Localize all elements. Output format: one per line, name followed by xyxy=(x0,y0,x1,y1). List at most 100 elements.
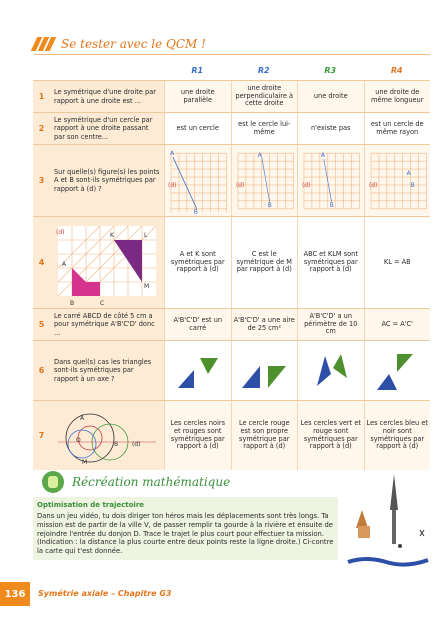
column-headers: R1 R2 R3 R4 xyxy=(33,66,430,80)
label-b: B xyxy=(330,201,334,208)
figure-circles: A O B (d) M xyxy=(58,413,156,466)
chapter-label: Symétrie axiale – Chapitre G3 xyxy=(38,589,172,598)
figure-r4: A (d) B xyxy=(368,152,427,209)
label-b: B xyxy=(267,201,271,208)
game-map-illustration xyxy=(347,474,429,578)
label-d: (d) xyxy=(168,181,176,188)
question: Le carré ABCD de côté 5 cm a pour symétr… xyxy=(50,309,164,340)
col-r3: R3 xyxy=(324,66,337,75)
answer-r2[interactable]: Le cercle rouge est son propre symétriqu… xyxy=(230,401,297,470)
answer-r3[interactable] xyxy=(297,341,364,400)
answer-r2[interactable]: C est le symétrique de M par rapport à (… xyxy=(230,217,297,308)
answer-r4[interactable]: AC = A'C' xyxy=(363,309,430,340)
answer-r4[interactable] xyxy=(363,341,430,400)
answer-r2[interactable]: A'B'C'D' a une aire de 25 cm² xyxy=(230,309,297,340)
answer-r2[interactable]: A (d) B xyxy=(230,145,297,216)
label-b: B xyxy=(114,441,118,448)
figure-r1: A (d) B xyxy=(168,150,227,215)
row-number: 2 xyxy=(33,113,50,144)
answer-r1[interactable]: Les cercles noirs et rouges sont symétri… xyxy=(164,401,231,470)
label-d: (d) xyxy=(132,441,141,448)
answer-r3[interactable]: une droite xyxy=(297,81,364,112)
answer-r3[interactable]: Les cercles vert et rouge sont symétriqu… xyxy=(297,401,364,470)
answer-r4[interactable]: une droite de même longueur xyxy=(363,81,430,112)
section-title: Se tester avec le QCM ! xyxy=(61,37,206,51)
label-d: (d) xyxy=(368,181,376,188)
answer-r3[interactable]: A (d) B xyxy=(297,145,364,216)
answer-r3[interactable]: n'existe pas xyxy=(297,113,364,144)
col-r1: R1 xyxy=(191,66,204,75)
answer-r2[interactable]: est le cercle lui-même xyxy=(230,113,297,144)
answer-r1[interactable]: A (d) B xyxy=(164,145,231,216)
label-b: B xyxy=(194,208,198,214)
table-row: 2 Le symétrique d'un cercle par rapport … xyxy=(33,112,430,144)
label-o: O xyxy=(76,437,81,444)
question-figure: A O B (d) M xyxy=(50,401,164,470)
label-l: L xyxy=(144,232,148,239)
triangles-r3 xyxy=(316,353,347,386)
recreation-header: Récréation mathématique xyxy=(42,471,230,493)
answer-r4[interactable]: Les cercles bleu et noir sont symétrique… xyxy=(363,401,430,470)
label-a: A xyxy=(170,150,175,157)
label-a: A xyxy=(62,261,67,268)
row-number: 6 xyxy=(33,341,50,400)
row-number: 3 xyxy=(33,145,50,216)
answer-r3[interactable]: ABC et KLM sont symétriques par rapport … xyxy=(297,217,364,308)
triangles-r1 xyxy=(177,357,218,388)
header-divider xyxy=(34,54,430,55)
table-row: 3 Sur quelle(s) figure(s) les points A e… xyxy=(33,144,430,216)
question: Le symétrique d'un cercle par rapport à … xyxy=(50,113,164,144)
question-figure: (d) K L A M B C xyxy=(50,217,164,308)
label-a: A xyxy=(257,152,262,159)
label-m: M xyxy=(82,459,87,466)
recreation-title: Récréation mathématique xyxy=(72,475,231,489)
recreation-box-title: Optimisation de trajectoire xyxy=(37,501,145,509)
figure-r2: A (d) B xyxy=(235,152,294,209)
label-a: A xyxy=(80,415,85,422)
table-row: 7 A O B (d) M Les cercles noirs et rouge… xyxy=(33,400,430,470)
answer-r1[interactable]: est un cercle xyxy=(164,113,231,144)
triangles-r4 xyxy=(377,353,414,390)
page-footer: 136 Symétrie axiale – Chapitre G3 xyxy=(0,582,435,606)
label-a: A xyxy=(321,152,326,159)
figure-r3: A (d) B xyxy=(302,152,360,209)
answer-r4[interactable]: est un cercle de même rayon xyxy=(363,113,430,144)
row-number: 5 xyxy=(33,309,50,340)
question: Sur quelle(s) figure(s) les points A et … xyxy=(50,145,164,216)
figure-triangles: (d) K L A M B C xyxy=(56,225,157,307)
table-row: 1 Le symétrique d'une droite par rapport… xyxy=(33,80,430,112)
label-d: (d) xyxy=(235,181,243,188)
label-b: B xyxy=(70,300,74,307)
row-number: 4 xyxy=(33,217,50,308)
col-r2: R2 xyxy=(257,66,270,75)
table-row: 6 Dans quel(s) cas les triangles sont-il… xyxy=(33,340,430,400)
answer-r1[interactable]: une droite parallèle xyxy=(164,81,231,112)
answer-r1[interactable]: A'B'C'D' est un carré xyxy=(164,309,231,340)
answer-r1[interactable]: A et K sont symétriques par rapport à (d… xyxy=(164,217,231,308)
row-number: 7 xyxy=(33,401,50,470)
recreation-box: Optimisation de trajectoire Dans un jeu … xyxy=(33,497,338,561)
col-r4: R4 xyxy=(390,66,403,75)
answer-r2[interactable] xyxy=(230,341,297,400)
label-c: C xyxy=(100,300,104,307)
answer-r4[interactable]: KL = AB xyxy=(363,217,430,308)
slashes-icon xyxy=(30,37,57,51)
section-header: Se tester avec le QCM ! xyxy=(30,36,206,52)
qcm-table: R1 R2 R3 R4 1 Le symétrique d'une droite… xyxy=(33,66,430,470)
label-d: (d) xyxy=(302,181,310,188)
label-m: M xyxy=(144,283,149,290)
label-k: K xyxy=(110,232,115,239)
table-row: 4 (d) K L A M B xyxy=(33,216,430,308)
book-icon xyxy=(42,471,64,493)
page-number: 136 xyxy=(0,582,30,606)
question: Dans quel(s) cas les triangles sont-ils … xyxy=(50,341,164,400)
row-number: 1 xyxy=(33,81,50,112)
question: Le symétrique d'une droite par rapport à… xyxy=(50,81,164,112)
answer-r1[interactable] xyxy=(164,341,231,400)
label-b: B xyxy=(410,181,414,188)
answer-r4[interactable]: A (d) B xyxy=(363,145,430,216)
label-d: (d) xyxy=(56,229,65,236)
answer-r2[interactable]: une droite perpendiculaire à cette droit… xyxy=(230,81,297,112)
answer-r3[interactable]: A'B'C'D' a un périmètre de 10 cm xyxy=(297,309,364,340)
label-a: A xyxy=(406,170,411,177)
